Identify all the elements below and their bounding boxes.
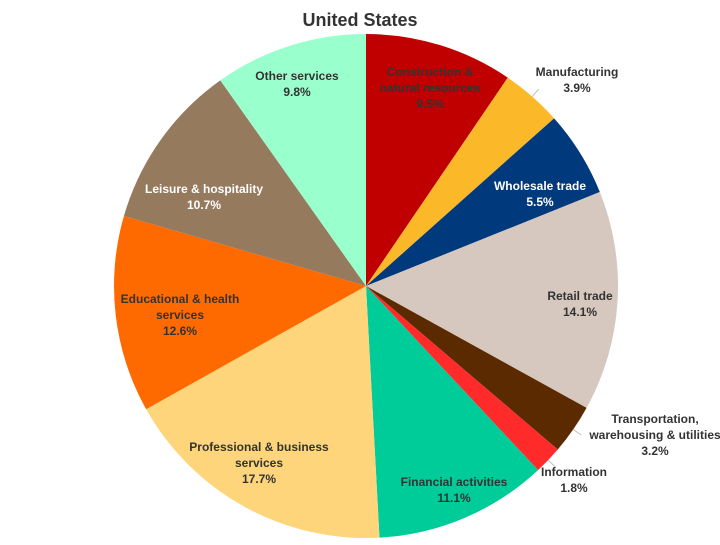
slice-label: Transportation, warehousing & utilities 3.… bbox=[588, 412, 720, 458]
pie-slice-wholesale-trade bbox=[366, 118, 600, 286]
slice-value-label: 14.1% bbox=[563, 305, 597, 319]
slice-value-label: 3.9% bbox=[563, 81, 591, 95]
slice-value-label: 9.8% bbox=[283, 85, 311, 99]
pie-slice-financial-activities bbox=[366, 286, 539, 538]
slice-value-label: 1.8% bbox=[560, 481, 588, 495]
slice-labels: Construction & natural resources 9.5% Manuf… bbox=[121, 65, 720, 505]
leader-line bbox=[547, 459, 556, 468]
pie-slice-information bbox=[366, 286, 558, 471]
slice-label: Manufacturing 3.9% bbox=[536, 65, 619, 95]
slice-name-label: Professional & business bbox=[189, 440, 329, 454]
slice-name-label: services bbox=[156, 308, 204, 322]
slice-name-label: Wholesale trade bbox=[494, 179, 586, 193]
slice-name-label: warehousing & utilities bbox=[588, 428, 720, 442]
slice-label: Wholesale trade 5.5% bbox=[494, 179, 586, 209]
slice-label: Financial activities 11.1% bbox=[401, 475, 508, 505]
pie-slice-leisure-hospitality bbox=[123, 80, 366, 287]
slice-value-label: 11.1% bbox=[437, 491, 471, 505]
slice-label: Construction & natural resources 9.5% bbox=[380, 65, 481, 111]
pie-slice-other-services bbox=[220, 34, 366, 286]
pie-slice-professional-business-services bbox=[146, 286, 380, 539]
slice-label: Retail trade 14.1% bbox=[547, 289, 613, 319]
pie-slice-manufacturing bbox=[366, 77, 555, 286]
slice-name-label: natural resources bbox=[380, 81, 481, 95]
pie-slices bbox=[114, 34, 619, 539]
leader-line bbox=[531, 88, 540, 97]
slice-name-label: Construction & bbox=[387, 65, 474, 79]
slice-label: Educational & health services 12.6% bbox=[121, 292, 240, 338]
pie-slice-educational-health-services bbox=[114, 216, 366, 410]
slice-name-label: Leisure & hospitality bbox=[145, 182, 263, 196]
slice-label: Professional & business services 17.7% bbox=[189, 440, 329, 486]
slice-label: Leisure & hospitality 10.7% bbox=[145, 182, 263, 212]
slice-value-label: 12.6% bbox=[163, 324, 197, 338]
slice-value-label: 3.2% bbox=[641, 444, 669, 458]
slice-value-label: 9.5% bbox=[416, 97, 444, 111]
slice-name-label: Financial activities bbox=[401, 475, 508, 489]
slice-name-label: Educational & health bbox=[121, 292, 240, 306]
slice-name-label: Information bbox=[541, 465, 607, 479]
pie-slice-transportation-warehousing-utilities bbox=[366, 286, 587, 450]
slice-name-label: Other services bbox=[255, 69, 339, 83]
slice-label: Information 1.8% bbox=[541, 465, 607, 495]
chart-title: United States bbox=[302, 10, 417, 30]
slice-name-label: Transportation, bbox=[611, 412, 698, 426]
slice-name-label: Manufacturing bbox=[536, 65, 619, 79]
slice-value-label: 17.7% bbox=[242, 472, 276, 486]
slice-value-label: 5.5% bbox=[526, 195, 554, 209]
slice-name-label: Retail trade bbox=[547, 289, 613, 303]
slice-label: Other services 9.8% bbox=[255, 69, 339, 99]
leader-line bbox=[572, 428, 582, 436]
slice-value-label: 10.7% bbox=[187, 198, 221, 212]
pie-slice-construction-natural-resources bbox=[366, 34, 508, 286]
leader-lines bbox=[531, 88, 582, 468]
slice-name-label: services bbox=[235, 456, 283, 470]
pie-slice-retail-trade bbox=[366, 192, 619, 408]
